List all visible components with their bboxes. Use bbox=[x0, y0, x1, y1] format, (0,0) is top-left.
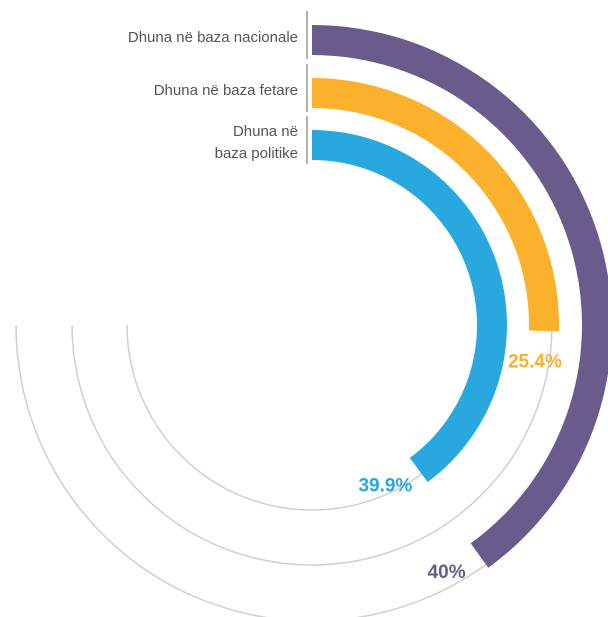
value-label: 39.9% bbox=[358, 476, 412, 497]
value-label: 40% bbox=[428, 562, 466, 583]
legend-line: Dhuna në bbox=[233, 123, 298, 140]
legend-label: Dhuna në baza nacionale bbox=[128, 29, 298, 46]
legend-label: Dhuna në baza politike bbox=[215, 123, 298, 162]
legend-label: Dhuna në baza fetare bbox=[154, 82, 298, 99]
legend-line: Dhuna në baza nacionale bbox=[128, 29, 298, 46]
radial-bar bbox=[312, 130, 508, 483]
radial-bar bbox=[312, 78, 559, 332]
legend-line: baza politike bbox=[215, 145, 298, 162]
value-label: 25.4% bbox=[508, 352, 562, 373]
radial-bar bbox=[312, 25, 608, 568]
legend-line: Dhuna në baza fetare bbox=[154, 82, 298, 99]
